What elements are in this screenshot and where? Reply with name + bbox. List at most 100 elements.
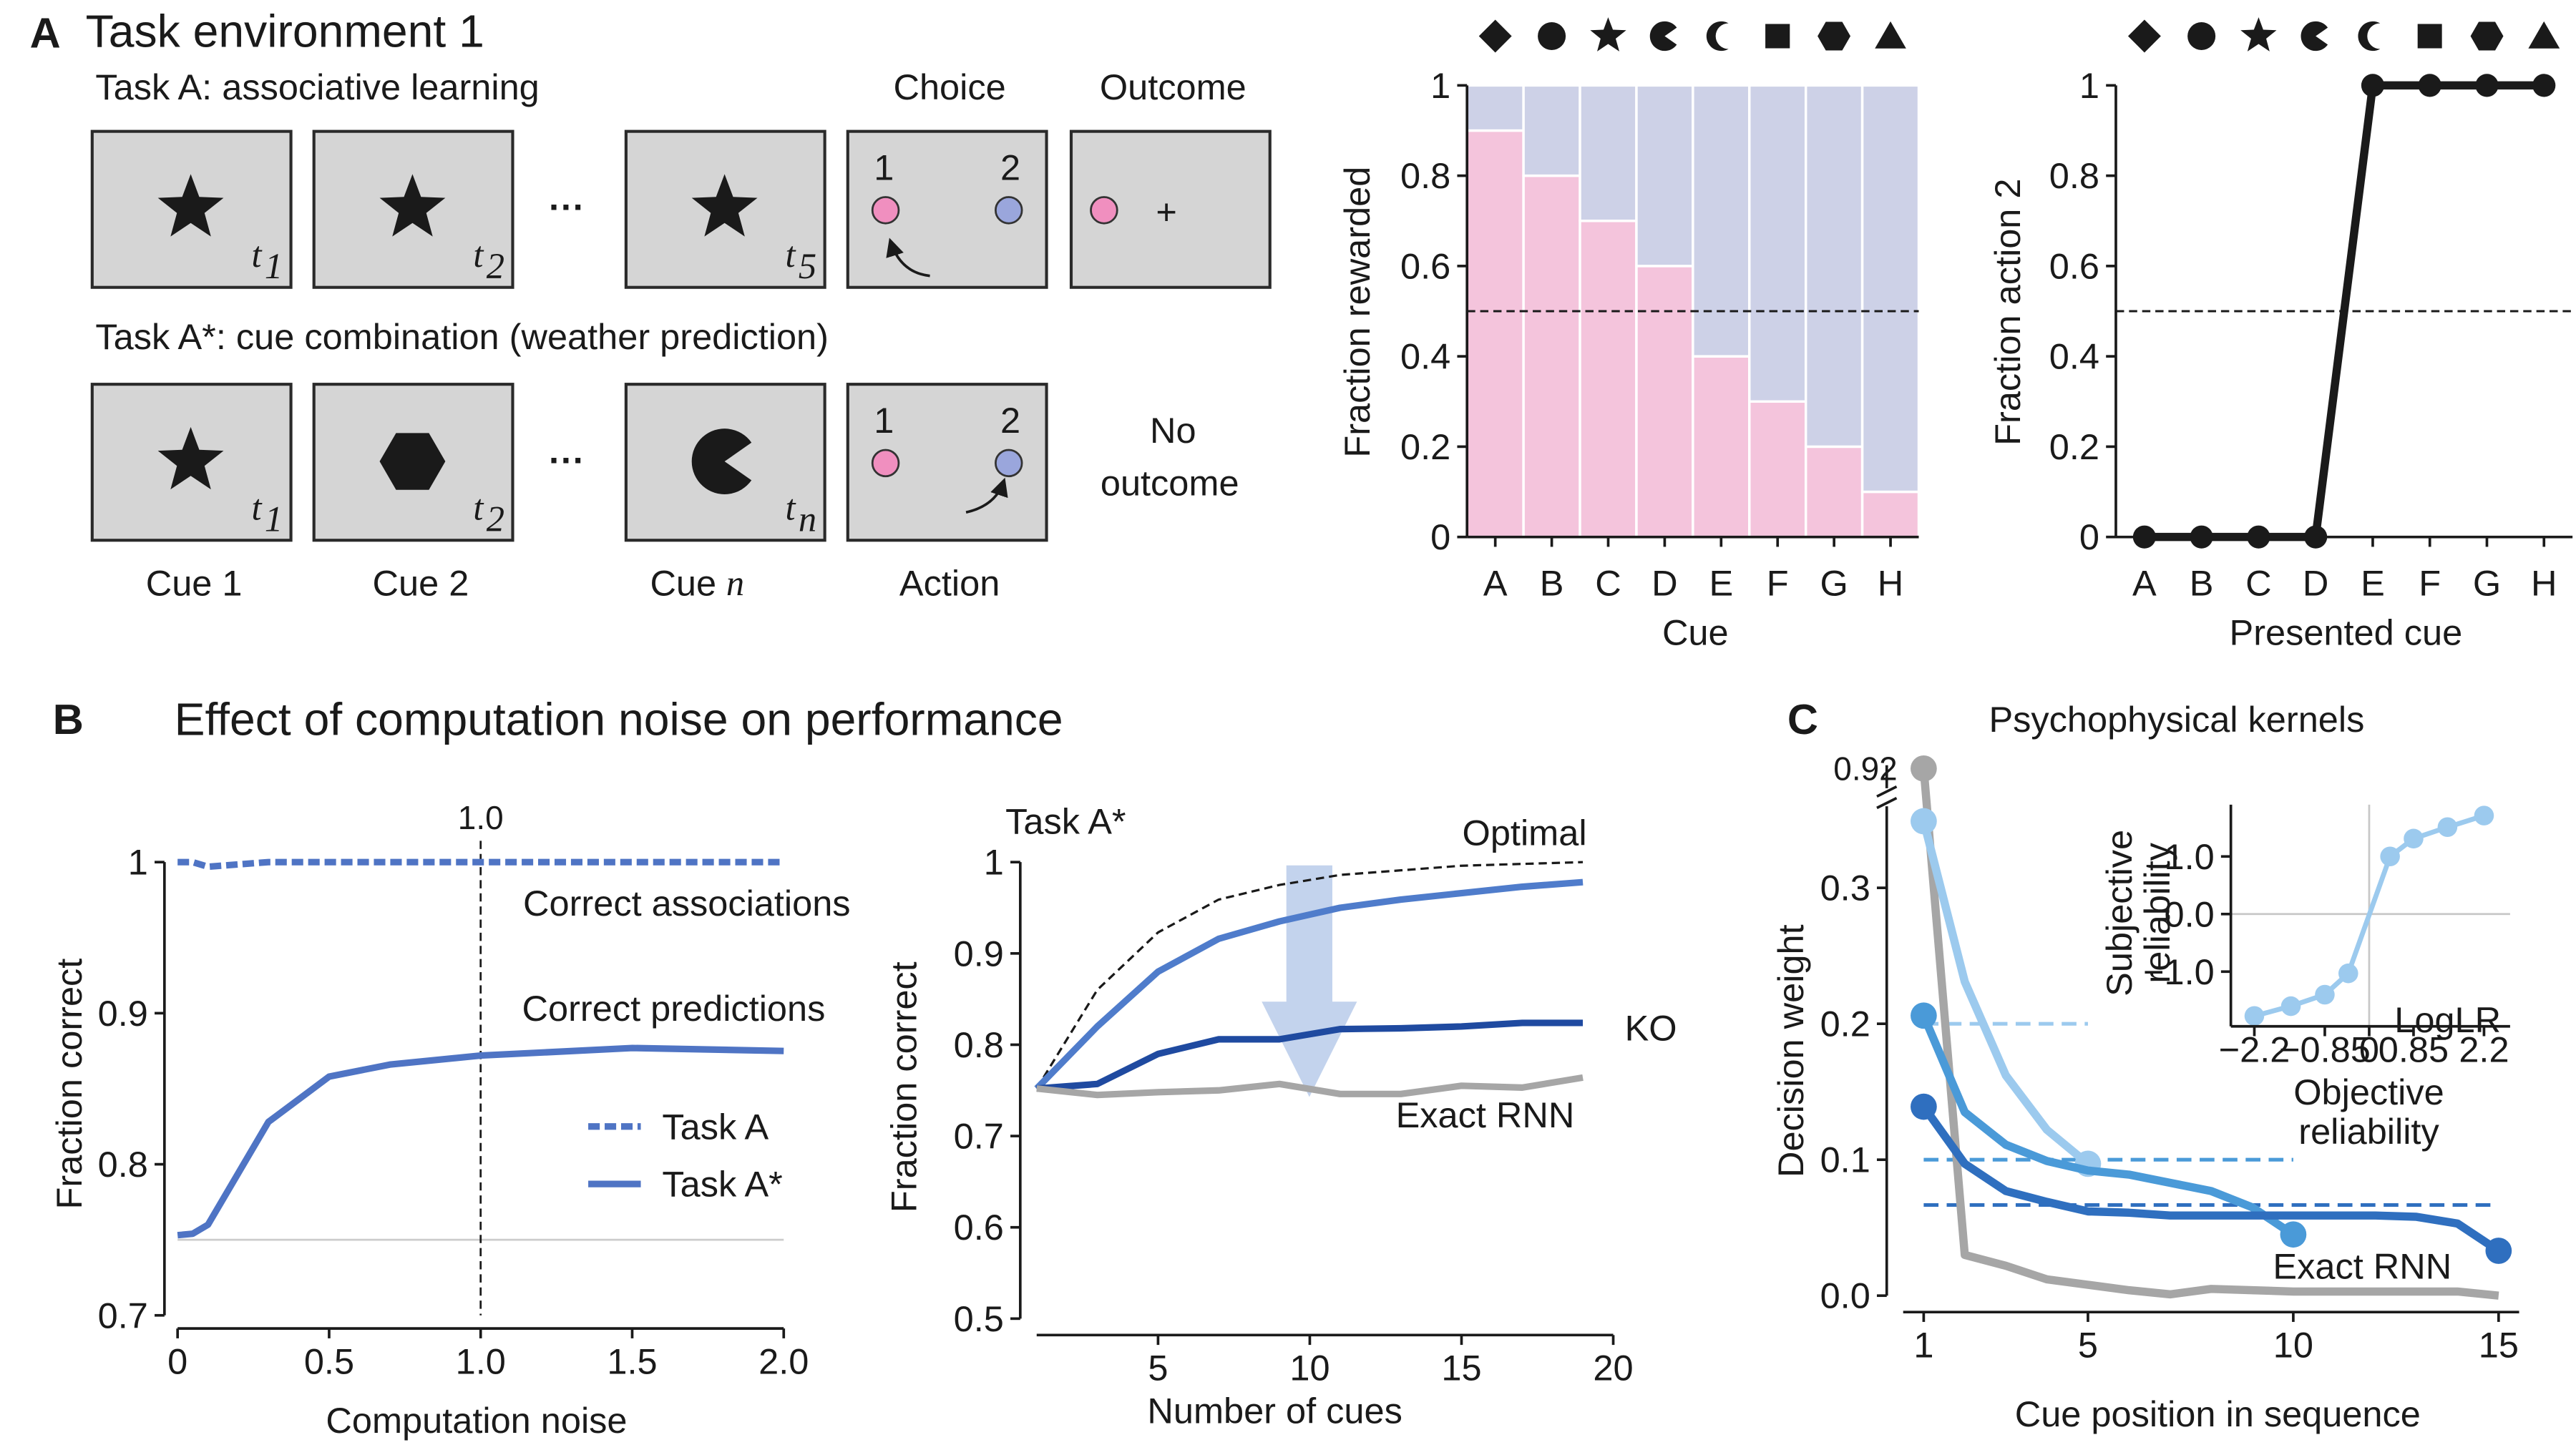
cue-symbol <box>2187 21 2216 51</box>
reference-label: 1.0 <box>458 799 504 836</box>
outcome-dot <box>1090 196 1118 225</box>
x-tick-label: 15 <box>1441 1348 1481 1388</box>
x-tick-label: G <box>1820 562 1848 603</box>
y-tick-label: 0.8 <box>954 1024 1004 1065</box>
y-tick-label: 0.7 <box>954 1116 1004 1157</box>
arrow-decoration <box>1262 865 1357 1097</box>
x-tick-label: 20 <box>1593 1348 1633 1388</box>
x-tick-label: 0.85 <box>2379 1029 2449 1069</box>
y-tick-label: 0.2 <box>2049 426 2099 467</box>
y-tick-label: 1 <box>2079 65 2099 106</box>
cue-symbol <box>1538 21 1566 51</box>
cue-symbol <box>2358 21 2381 52</box>
row-label: Task A: associative learning <box>95 67 539 107</box>
bar-segment <box>1465 129 1525 539</box>
series-line <box>1035 861 1584 1089</box>
series-label: Exact RNN <box>2273 1245 2451 1286</box>
y-tick-label: 0.7 <box>98 1295 148 1336</box>
series-label: Exact RNN <box>1396 1094 1575 1135</box>
marker <box>2244 1006 2265 1027</box>
x-tick-label: 5 <box>1148 1348 1168 1388</box>
x-tick-label: H <box>2531 562 2557 603</box>
cue-symbol <box>2417 24 2442 49</box>
action-label: Action <box>899 562 1000 603</box>
time-subscript: 2 <box>487 246 504 286</box>
axis-break <box>1876 785 1898 798</box>
cue-shape <box>379 174 446 237</box>
x-tick-label: F <box>1767 562 1789 603</box>
action-arrow <box>965 477 1008 514</box>
bar-segment <box>1579 220 1638 539</box>
panel-label: A <box>30 9 61 57</box>
option-dot <box>995 196 1023 225</box>
x-tick-label: −2.2 <box>2219 1029 2290 1069</box>
series-label: KO <box>1625 1008 1677 1049</box>
y-tick-label: 0 <box>2079 516 2099 557</box>
x-tick-label: 1.5 <box>607 1341 657 1382</box>
option-label: 2 <box>1000 147 1020 188</box>
marker <box>1911 1093 1937 1120</box>
marker <box>2532 74 2556 97</box>
x-tick-label: 0.5 <box>304 1341 354 1382</box>
option-dot <box>995 449 1023 478</box>
marker <box>2315 984 2335 1005</box>
series-line <box>177 858 784 871</box>
time-subscript: 5 <box>799 246 816 286</box>
series-line <box>1919 768 2499 1300</box>
series-line <box>177 1044 784 1239</box>
marker <box>2475 74 2499 97</box>
bar-segment <box>1804 84 1864 449</box>
x-tick-label: 0 <box>2359 1029 2379 1069</box>
y-tick-label: 0.1 <box>1820 1140 1870 1180</box>
y-tick-label: 0.8 <box>1400 155 1450 196</box>
bar-segment <box>1860 84 1921 494</box>
cue-label: Cue 1 <box>146 562 243 603</box>
panel-label: B <box>53 695 84 743</box>
y-tick-label: 0.9 <box>98 993 148 1034</box>
bar-segment <box>1522 84 1581 177</box>
x-axis-label: Objective <box>2293 1072 2444 1112</box>
x-tick-label: 10 <box>1289 1348 1330 1388</box>
y-tick-label: 0.0 <box>1820 1275 1870 1316</box>
series-line <box>1034 878 1584 1091</box>
panel-title: Effect of computation noise on performan… <box>175 693 1063 745</box>
y-tick-label: 0.6 <box>1400 245 1450 286</box>
x-axis-label: reliability <box>2298 1111 2439 1152</box>
column-header: Outcome <box>1100 67 1246 107</box>
outcome-symbol: + <box>1156 192 1177 232</box>
x-tick-label: B <box>1540 562 1564 603</box>
series-line <box>1036 1019 1584 1092</box>
series-label: Optimal <box>1463 812 1587 853</box>
chart-title: Task A* <box>1005 800 1126 841</box>
y-tick-label: 0.8 <box>98 1144 148 1185</box>
time-subscript: 1 <box>265 246 283 286</box>
time-subscript: 1 <box>265 499 283 539</box>
x-axis-label: Cue position in sequence <box>2015 1393 2421 1434</box>
time-label: t <box>473 235 484 275</box>
x-axis-label: Computation noise <box>326 1400 627 1441</box>
x-tick-label: 15 <box>2479 1325 2519 1366</box>
legend-label: Task A <box>662 1106 769 1147</box>
bar-segment <box>1522 174 1581 539</box>
cue-shape <box>157 174 224 237</box>
y-tick-label: 0.2 <box>1820 1004 1870 1044</box>
row-label: Task A*: cue combination (weather predic… <box>95 316 829 357</box>
x-axis-label: Number of cues <box>1147 1390 1402 1431</box>
column-header: Choice <box>894 67 1006 107</box>
cue-label-var: n <box>726 563 744 603</box>
marker <box>2437 817 2458 838</box>
y-tick-label: 0 <box>1430 516 1450 557</box>
x-tick-label: A <box>1483 562 1508 603</box>
annotation: Correct predictions <box>522 988 826 1029</box>
y-axis-label: Fraction action 2 <box>1987 178 2028 445</box>
series-line <box>1919 820 2091 1167</box>
bar-segment <box>1579 84 1638 222</box>
time-subscript: n <box>799 499 816 539</box>
marker <box>1911 755 1937 782</box>
bar-segment <box>1692 355 1751 539</box>
cue-symbol <box>2240 17 2277 52</box>
y-tick-label: 1.0 <box>2165 836 2215 877</box>
x-tick-label: D <box>1652 562 1677 603</box>
x-tick-label: G <box>2473 562 2501 603</box>
